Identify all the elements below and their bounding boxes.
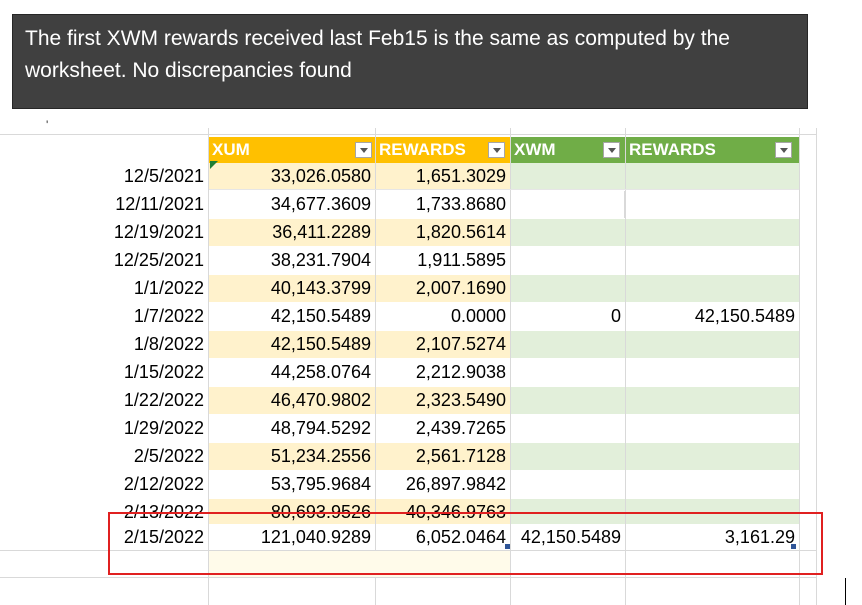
xwm-cell[interactable] (511, 275, 625, 302)
date-cell[interactable]: 12/25/2021 (113, 250, 204, 270)
xum-cell[interactable]: 44,258.0764 (209, 359, 375, 386)
border-line (845, 578, 846, 605)
xum-cell[interactable]: 51,234.2556 (209, 443, 375, 470)
date-cell[interactable]: 12/5/2021 (123, 166, 204, 186)
callout-text: The first XWM rewards received last Feb1… (25, 27, 730, 82)
rewards2-cell[interactable] (626, 275, 799, 302)
rewards-cell[interactable]: 2,107.5274 (376, 331, 510, 358)
xwm-cell[interactable] (511, 163, 625, 190)
col-gridline (816, 128, 817, 605)
rewards-cell[interactable]: 6,052.0464 (376, 524, 510, 551)
rewards2-cell[interactable] (626, 247, 799, 274)
rewards2-cell[interactable] (626, 471, 799, 498)
date-cell[interactable]: 1/22/2022 (123, 390, 204, 410)
xwm-cell[interactable] (511, 443, 625, 470)
xum-cell[interactable]: 38,231.7904 (209, 247, 375, 274)
filter-dropdown-icon[interactable] (603, 142, 620, 158)
date-cell[interactable]: 1/29/2022 (123, 418, 204, 438)
date-cell[interactable]: 12/11/2021 (115, 194, 204, 214)
col-gridline (799, 128, 800, 605)
resize-handle-icon[interactable] (791, 544, 796, 549)
xum-cell[interactable]: 40,143.3799 (209, 275, 375, 302)
header-rewards-label: REWARDS (629, 140, 716, 159)
rewards2-cell[interactable] (626, 219, 799, 246)
header-xwm-label: XWM (514, 140, 556, 159)
date-cell[interactable]: 1/7/2022 (133, 306, 204, 326)
row-gridline (0, 134, 816, 135)
col-gridline (208, 128, 209, 605)
date-cell[interactable]: 2/12/2022 (123, 474, 204, 494)
stray-mark: ' (46, 118, 49, 132)
xum-cell[interactable]: 36,411.2289 (209, 219, 375, 246)
date-cell[interactable]: 1/8/2022 (133, 334, 204, 354)
rewards2-cell[interactable]: 42,150.5489 (626, 303, 799, 330)
callout-note: The first XWM rewards received last Feb1… (12, 14, 808, 109)
header-xum[interactable]: XUM (209, 137, 375, 164)
xwm-cell[interactable] (511, 247, 625, 274)
resize-handle-icon[interactable] (505, 544, 510, 549)
header-rewards-xwm[interactable]: REWARDS (626, 137, 799, 164)
xum-cell[interactable]: 34,677.3609 (209, 191, 375, 218)
xum-cell[interactable]: 33,026.0580 (209, 163, 375, 190)
rewards-cell[interactable]: 2,561.7128 (376, 443, 510, 470)
filter-dropdown-icon[interactable] (355, 142, 372, 158)
row-gridline (0, 550, 816, 551)
error-indicator-icon (210, 161, 218, 169)
col-gridline (375, 128, 376, 605)
xwm-cell[interactable] (511, 359, 625, 386)
xwm-cell[interactable]: 42,150.5489 (511, 524, 625, 551)
xum-cell[interactable]: 46,470.9802 (209, 387, 375, 414)
highlight-box (108, 512, 823, 575)
header-rewards-xum[interactable]: REWARDS (376, 137, 510, 164)
date-cell[interactable]: 1/1/2022 (133, 278, 204, 298)
xwm-cell[interactable] (511, 219, 625, 246)
rewards-cell[interactable]: 1,733.8680 (376, 191, 510, 218)
xwm-cell[interactable] (511, 191, 625, 218)
xwm-cell[interactable] (511, 471, 625, 498)
xum-cell[interactable]: 48,794.5292 (209, 415, 375, 442)
rewards2-cell[interactable] (626, 359, 799, 386)
rewards-cell[interactable]: 0.0000 (376, 303, 510, 330)
rewards-cell[interactable]: 2,323.5490 (376, 387, 510, 414)
xwm-cell[interactable] (511, 331, 625, 358)
xwm-cell[interactable] (511, 415, 625, 442)
filter-dropdown-icon[interactable] (775, 142, 792, 158)
xum-cell[interactable]: 42,150.5489 (209, 303, 375, 330)
xwm-cell[interactable]: 0 (511, 303, 625, 330)
rewards-cell[interactable]: 26,897.9842 (376, 471, 510, 498)
filter-dropdown-icon[interactable] (488, 142, 505, 158)
rewards2-cell[interactable] (626, 443, 799, 470)
col-gridline (625, 128, 626, 605)
date-cell[interactable]: 2/5/2022 (133, 446, 204, 466)
xwm-cell[interactable] (511, 387, 625, 414)
header-xum-label: XUM (212, 140, 250, 159)
row-gridline (0, 577, 816, 578)
rewards-cell[interactable]: 1,651.3029 (376, 163, 510, 190)
xum-cell[interactable]: 121,040.9289 (209, 524, 375, 551)
col-gridline (510, 128, 511, 605)
rewards2-cell[interactable] (626, 191, 799, 218)
row-gridline (209, 189, 799, 190)
rewards-cell[interactable]: 1,911.5895 (376, 247, 510, 274)
rewards-cell[interactable]: 2,007.1690 (376, 275, 510, 302)
header-xwm[interactable]: XWM (511, 137, 625, 164)
date-cell[interactable]: 12/19/2021 (113, 222, 204, 242)
empty-row[interactable] (209, 551, 510, 577)
rewards2-cell[interactable] (626, 163, 799, 190)
xum-cell[interactable]: 42,150.5489 (209, 331, 375, 358)
rewards-cell[interactable]: 1,820.5614 (376, 219, 510, 246)
rewards2-cell[interactable] (626, 387, 799, 414)
header-rewards-label: REWARDS (379, 140, 466, 159)
rewards2-cell[interactable]: 3,161.29 (626, 524, 799, 551)
rewards-cell[interactable]: 2,212.9038 (376, 359, 510, 386)
rewards2-cell[interactable] (626, 415, 799, 442)
date-cell[interactable]: 1/15/2022 (123, 362, 204, 382)
date-cell[interactable]: 2/15/2022 (123, 527, 204, 547)
rewards-cell[interactable]: 2,439.7265 (376, 415, 510, 442)
rewards2-cell[interactable] (626, 331, 799, 358)
xum-cell[interactable]: 53,795.9684 (209, 471, 375, 498)
